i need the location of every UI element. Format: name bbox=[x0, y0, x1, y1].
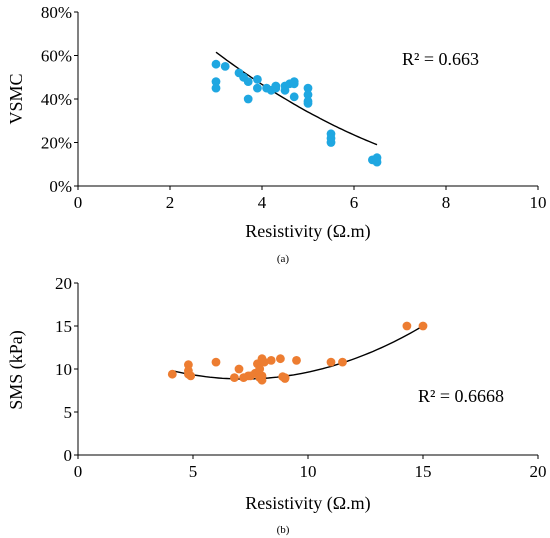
chart-b: 0 5 10 15 20 0 5 10 15 20 SMS (kPa) Resistivity (… bbox=[6, 274, 547, 536]
chart-a: 0% 20% 40% 60% 80% 0 2 4 6 8 10 VSMC Resistivity (… bbox=[6, 3, 547, 265]
chart-b-data-point bbox=[338, 357, 347, 367]
chart-a-data-point bbox=[303, 90, 313, 100]
chart-a-data-point bbox=[211, 59, 221, 69]
chart-b-y-tick-label: 15 bbox=[55, 317, 72, 336]
chart-b-data-point bbox=[266, 356, 276, 365]
chart-b-data-point bbox=[211, 357, 221, 367]
chart-a-y-tick-label: 40% bbox=[41, 90, 72, 109]
chart-b-data-point bbox=[418, 321, 428, 331]
chart-b-points bbox=[167, 321, 428, 385]
chart-a-axes: 0% 20% 40% 60% 80% 0 2 4 6 8 10 bbox=[41, 3, 547, 212]
chart-a-data-point bbox=[220, 62, 230, 71]
chart-a-data-point bbox=[271, 83, 281, 93]
chart-b-data-point bbox=[255, 364, 265, 374]
chart-b-y-tick-label: 20 bbox=[55, 274, 72, 293]
chart-b-data-point bbox=[230, 373, 239, 382]
chart-b-data-point bbox=[234, 364, 244, 374]
chart-a-data-point bbox=[303, 99, 313, 108]
chart-a-x-tick-label: 8 bbox=[442, 193, 451, 212]
chart-b-data-point bbox=[257, 371, 267, 381]
chart-b-trendline bbox=[172, 325, 424, 380]
chart-a-x-tick-label: 0 bbox=[74, 193, 83, 212]
chart-b-caption: (b) bbox=[277, 524, 290, 536]
chart-a-x-tick-label: 4 bbox=[258, 193, 267, 212]
chart-b-x-tick-label: 20 bbox=[530, 462, 547, 481]
chart-b-data-point bbox=[276, 354, 285, 364]
chart-a-data-point bbox=[243, 94, 253, 104]
chart-a-x-tick-label: 2 bbox=[166, 193, 175, 212]
chart-a-caption: (a) bbox=[277, 253, 290, 265]
chart-a-y-tick-label: 80% bbox=[41, 3, 72, 22]
chart-a-data-point bbox=[211, 83, 221, 93]
chart-b-x-tick-label: 5 bbox=[189, 462, 198, 481]
chart-a-x-tick-label: 6 bbox=[350, 193, 359, 212]
chart-b-data-point bbox=[292, 356, 301, 365]
chart-b-data-point bbox=[259, 357, 269, 367]
chart-a-y-tick-label: 20% bbox=[41, 134, 72, 153]
chart-a-data-point bbox=[253, 75, 262, 84]
chart-b-y-tick-label: 0 bbox=[64, 446, 73, 465]
chart-a-data-point bbox=[289, 77, 299, 86]
chart-a-y-axis-title: VSMC bbox=[6, 73, 26, 124]
chart-b-y-axis-title: SMS (kPa) bbox=[6, 330, 27, 410]
chart-a-data-point bbox=[211, 77, 221, 86]
chart-b-r2-annotation: R² = 0.6668 bbox=[418, 386, 504, 406]
chart-b-trendline-group bbox=[172, 325, 424, 380]
chart-a-data-point bbox=[372, 157, 382, 167]
chart-b-data-point bbox=[167, 369, 177, 379]
chart-b-y-tick-label: 10 bbox=[55, 360, 72, 379]
chart-a-y-tick-label: 0% bbox=[49, 177, 72, 196]
chart-a-x-tick-label: 10 bbox=[530, 193, 547, 212]
chart-a-data-point bbox=[289, 92, 299, 102]
chart-b-x-tick-label: 10 bbox=[300, 462, 317, 481]
chart-a-data-point bbox=[253, 83, 262, 93]
chart-b-y-tick-label: 5 bbox=[64, 403, 73, 422]
chart-b-x-tick-label: 0 bbox=[74, 462, 83, 481]
chart-a-data-point bbox=[303, 83, 313, 93]
chart-a-x-axis-title: Resistivity (Ω.m) bbox=[245, 221, 370, 242]
chart-b-x-tick-label: 15 bbox=[415, 462, 432, 481]
chart-b-data-point bbox=[184, 366, 193, 376]
chart-b-x-axis-title: Resistivity (Ω.m) bbox=[245, 493, 370, 514]
chart-b-data-point bbox=[280, 373, 290, 382]
chart-a-points bbox=[211, 59, 382, 167]
chart-b-axes: 0 5 10 15 20 0 5 10 15 20 bbox=[55, 274, 547, 481]
chart-b-data-point bbox=[326, 357, 336, 367]
chart-a-data-point bbox=[243, 77, 253, 86]
chart-a-r2-annotation: R² = 0.663 bbox=[402, 49, 479, 69]
chart-b-data-point bbox=[402, 321, 412, 331]
chart-a-y-tick-label: 60% bbox=[41, 47, 72, 66]
chart-a-data-point bbox=[326, 138, 336, 147]
